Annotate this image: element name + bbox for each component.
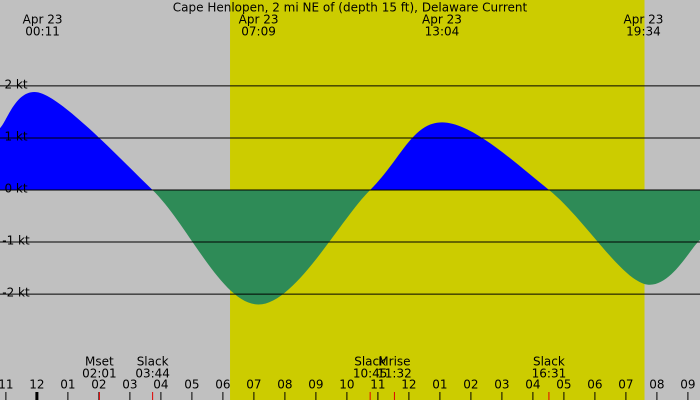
- event-label: Mrise: [378, 355, 410, 369]
- x-tick-label: 06: [587, 378, 602, 392]
- x-tick-label: 05: [556, 378, 571, 392]
- event-time: 03:44: [135, 367, 170, 381]
- x-tick-label: 01: [60, 378, 75, 392]
- x-tick-label: 10: [339, 378, 354, 392]
- y-tick-label: 0 kt: [4, 182, 27, 196]
- event-time: 02:01: [82, 367, 117, 381]
- event-date: Apr 23: [422, 13, 462, 27]
- chart-title: Cape Henlopen, 2 mi NE of (depth 15 ft),…: [173, 1, 528, 15]
- event-label: Slack: [533, 355, 565, 369]
- event-time: 16:31: [532, 367, 567, 381]
- event-time: 10:45: [353, 367, 388, 381]
- x-tick-label: 09: [680, 378, 695, 392]
- x-tick-label: 01: [432, 378, 447, 392]
- x-tick-label: 11: [370, 378, 385, 392]
- event-label: Mset: [85, 355, 114, 369]
- y-tick-label: 2 kt: [4, 77, 27, 91]
- x-tick-label: 03: [494, 378, 509, 392]
- event-label: Slack: [354, 355, 386, 369]
- x-tick-label: 03: [122, 378, 137, 392]
- x-tick-label: 07: [246, 378, 261, 392]
- x-tick-label: 02: [91, 378, 106, 392]
- event-time: 07:09: [241, 25, 276, 39]
- x-tick-label: 11: [0, 378, 14, 392]
- flood-area: [0, 91, 700, 190]
- x-tick-label: 06: [215, 378, 230, 392]
- x-tick-label: 04: [153, 378, 168, 392]
- event-date: Apr 23: [239, 13, 279, 27]
- x-tick-label: 12: [401, 378, 416, 392]
- x-tick-label: 02: [463, 378, 478, 392]
- x-tick-label: 04: [525, 378, 540, 392]
- event-date: Apr 23: [624, 13, 664, 27]
- event-time: 00:11: [25, 25, 60, 39]
- event-time: 19:34: [626, 25, 661, 39]
- y-tick-label: -2 kt: [2, 286, 30, 300]
- x-tick-label: 08: [277, 378, 292, 392]
- x-tick-label: 07: [618, 378, 633, 392]
- event-date: Apr 23: [23, 13, 63, 27]
- y-tick-label: 1 kt: [4, 129, 27, 143]
- x-tick-label: 12: [29, 378, 44, 392]
- y-tick-label: -1 kt: [2, 234, 30, 248]
- event-time: 11:32: [377, 367, 412, 381]
- event-label: Slack: [137, 355, 169, 369]
- x-tick-label: 08: [649, 378, 664, 392]
- ebb-area: [0, 190, 700, 305]
- event-time: 13:04: [425, 25, 460, 39]
- x-tick-label: 05: [184, 378, 199, 392]
- x-tick-label: 09: [308, 378, 323, 392]
